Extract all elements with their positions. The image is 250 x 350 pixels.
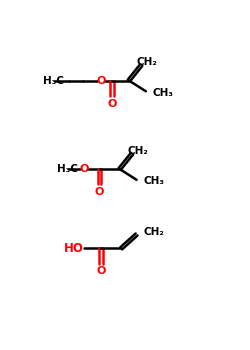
Text: O: O — [107, 99, 117, 108]
Text: CH₂: CH₂ — [144, 227, 165, 237]
Text: CH₂: CH₂ — [128, 146, 148, 155]
Text: CH₃: CH₃ — [153, 88, 174, 98]
Text: O: O — [96, 266, 106, 277]
Text: H₃C: H₃C — [44, 76, 64, 85]
Text: O: O — [96, 76, 106, 85]
Text: CH₃: CH₃ — [144, 176, 165, 186]
Text: H₃C: H₃C — [57, 164, 78, 174]
Text: O: O — [80, 164, 89, 174]
Text: CH₂: CH₂ — [137, 57, 158, 67]
Text: HO: HO — [64, 242, 84, 255]
Text: O: O — [95, 187, 104, 197]
